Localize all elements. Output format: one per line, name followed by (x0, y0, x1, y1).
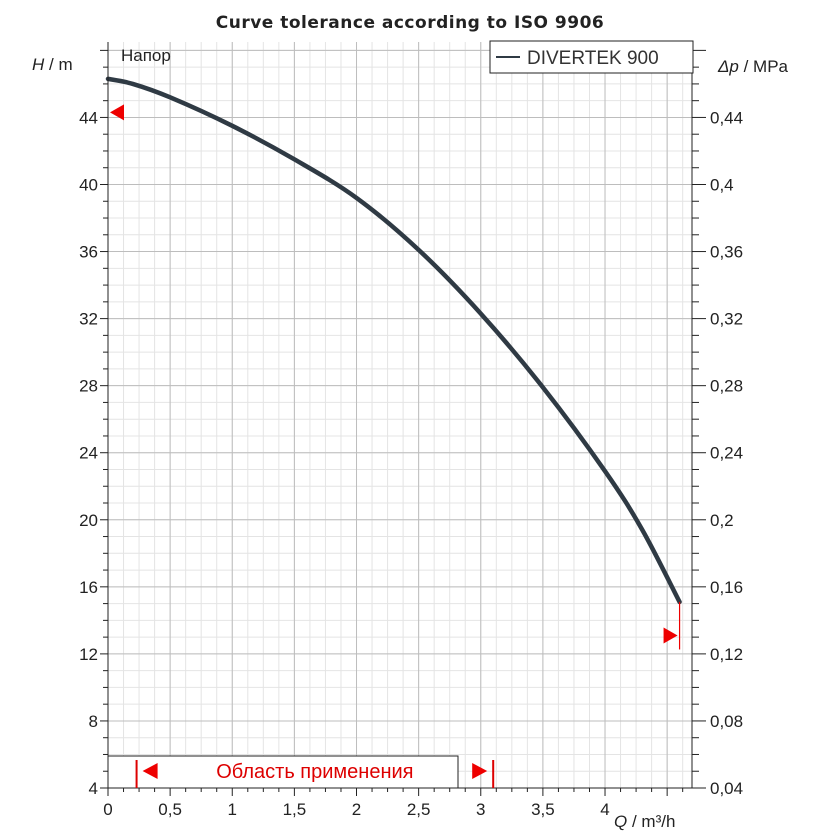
x-tick-label: 1,5 (283, 800, 307, 819)
legend: DIVERTEK 900 (489, 40, 694, 74)
y2-tick-label: 0,36 (710, 243, 743, 262)
y-tick-label: 16 (79, 578, 98, 597)
y2-tick-label: 0,12 (710, 645, 743, 664)
y-tick-label: 20 (79, 511, 98, 530)
y2-tick-label: 0,24 (710, 444, 743, 463)
panel-label: Напор (121, 46, 171, 65)
tick-labels: 481216202428323640440,040,080,120,160,20… (79, 108, 743, 819)
x-tick-label: 4 (600, 800, 609, 819)
x-tick-label: 2 (352, 800, 361, 819)
tolerance-markers (110, 104, 681, 650)
y-tick-label: 28 (79, 377, 98, 396)
x-axis-title: Q / m³/h (614, 812, 675, 831)
x-tick-label: 1 (228, 800, 237, 819)
y2-axis-var: Δp (717, 57, 739, 76)
y2-tick-label: 0,4 (710, 175, 734, 194)
tolerance-marker-left (110, 104, 124, 121)
curve-layer (105, 76, 682, 605)
y-tick-label: 12 (79, 645, 98, 664)
y-axis-var: H (32, 55, 45, 74)
x-axis-unit: / m³/h (627, 812, 675, 831)
y-tick-label: 24 (79, 444, 98, 463)
legend-series-name: DIVERTEK 900 (527, 48, 659, 69)
y2-tick-label: 0,44 (710, 108, 743, 127)
x-tick-label: 2,5 (407, 800, 431, 819)
y-axis-title: H / m (32, 55, 73, 74)
y-axis-unit: / m (44, 55, 72, 74)
y-tick-label: 8 (89, 712, 98, 731)
x-tick-label: 0 (103, 800, 112, 819)
y2-tick-label: 0,2 (710, 511, 734, 530)
application-range-box (107, 755, 459, 789)
legend-box (489, 40, 694, 74)
y-tick-label: 32 (79, 310, 98, 329)
y2-tick-label: 0,28 (710, 377, 743, 396)
y2-axis-title: Δp / MPa (717, 57, 789, 76)
application-range-label: Область применения (216, 761, 413, 783)
application-range-right-arrow (472, 763, 488, 779)
series-line-divertek-900 (105, 76, 682, 605)
y-tick-label: 36 (79, 243, 98, 262)
chart-title: Curve tolerance according to ISO 9906 (216, 13, 605, 33)
y2-tick-label: 0,04 (710, 779, 743, 798)
x-tick-label: 3 (476, 800, 485, 819)
application-range-left-arrow (142, 763, 158, 779)
x-tick-label: 3,5 (531, 800, 555, 819)
x-axis-var: Q (614, 812, 627, 831)
y2-tick-label: 0,08 (710, 712, 743, 731)
grid (107, 42, 692, 789)
y-tick-label: 44 (79, 108, 98, 127)
y-tick-label: 4 (89, 779, 98, 798)
application-range: Область применения (107, 755, 495, 789)
y2-axis-unit: / MPa (739, 57, 789, 76)
y2-tick-label: 0,32 (710, 310, 743, 329)
y-tick-label: 40 (79, 175, 98, 194)
x-tick-label: 0,5 (158, 800, 182, 819)
tolerance-marker-right (663, 627, 678, 644)
y2-tick-label: 0,16 (710, 578, 743, 597)
